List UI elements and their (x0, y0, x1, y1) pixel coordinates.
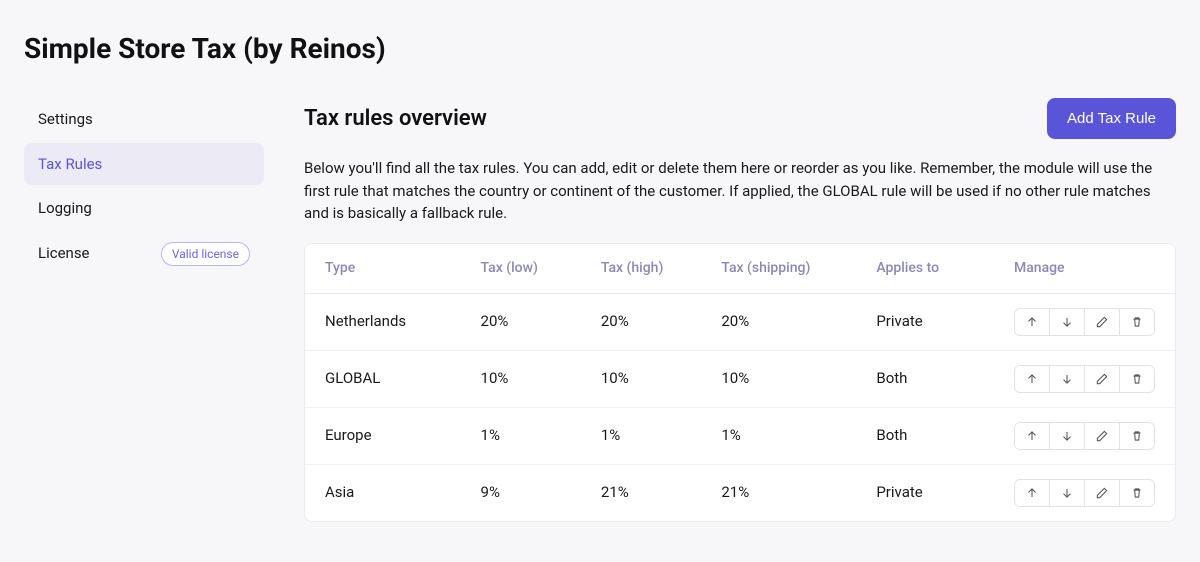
cell-type: Asia (305, 464, 461, 521)
cell-tax-high: 1% (581, 407, 701, 464)
section-title: Tax rules overview (304, 102, 487, 135)
cell-tax-shipping: 20% (701, 293, 856, 350)
cell-applies-to: Both (856, 407, 994, 464)
cell-manage (994, 464, 1175, 521)
cell-tax-shipping: 1% (701, 407, 856, 464)
arrow-up-icon (1025, 486, 1039, 500)
cell-applies-to: Private (856, 293, 994, 350)
table-row: Netherlands20%20%20%Private (305, 293, 1175, 350)
move-down-button[interactable] (1050, 423, 1085, 449)
arrow-up-icon (1025, 429, 1039, 443)
arrow-up-icon (1025, 315, 1039, 329)
cell-manage (994, 293, 1175, 350)
edit-button[interactable] (1085, 423, 1120, 449)
column-header-manage: Manage (994, 244, 1175, 294)
column-header-applies-to: Applies to (856, 244, 994, 294)
trash-icon (1130, 486, 1144, 500)
trash-icon (1130, 429, 1144, 443)
move-down-button[interactable] (1050, 366, 1085, 392)
edit-icon (1095, 429, 1109, 443)
cell-tax-low: 20% (461, 293, 581, 350)
move-up-button[interactable] (1015, 366, 1050, 392)
edit-button[interactable] (1085, 366, 1120, 392)
arrow-down-icon (1060, 429, 1074, 443)
move-down-button[interactable] (1050, 480, 1085, 506)
trash-icon (1130, 315, 1144, 329)
edit-icon (1095, 486, 1109, 500)
section-description: Below you'll find all the tax rules. You… (304, 157, 1164, 225)
cell-tax-high: 21% (581, 464, 701, 521)
tax-rules-table: Type Tax (low) Tax (high) Tax (shipping)… (304, 243, 1176, 522)
cell-applies-to: Both (856, 350, 994, 407)
edit-icon (1095, 372, 1109, 386)
manage-button-group (1014, 308, 1155, 336)
edit-button[interactable] (1085, 480, 1120, 506)
delete-button[interactable] (1120, 480, 1154, 506)
cell-applies-to: Private (856, 464, 994, 521)
cell-manage (994, 350, 1175, 407)
table-row: GLOBAL10%10%10%Both (305, 350, 1175, 407)
cell-type: Europe (305, 407, 461, 464)
move-up-button[interactable] (1015, 423, 1050, 449)
manage-button-group (1014, 479, 1155, 507)
cell-type: Netherlands (305, 293, 461, 350)
arrow-down-icon (1060, 372, 1074, 386)
sidebar-item-settings[interactable]: Settings (24, 98, 264, 141)
edit-button[interactable] (1085, 309, 1120, 335)
move-down-button[interactable] (1050, 309, 1085, 335)
cell-tax-shipping: 21% (701, 464, 856, 521)
sidebar: Settings Tax Rules Logging License Valid… (24, 98, 264, 278)
sidebar-item-license[interactable]: License Valid license (24, 232, 264, 276)
trash-icon (1130, 372, 1144, 386)
delete-button[interactable] (1120, 309, 1154, 335)
move-up-button[interactable] (1015, 480, 1050, 506)
sidebar-item-label: Tax Rules (38, 153, 102, 176)
column-header-type: Type (305, 244, 461, 294)
main-content: Tax rules overview Add Tax Rule Below yo… (304, 98, 1176, 522)
arrow-up-icon (1025, 372, 1039, 386)
table-row: Asia9%21%21%Private (305, 464, 1175, 521)
delete-button[interactable] (1120, 366, 1154, 392)
cell-tax-low: 10% (461, 350, 581, 407)
arrow-down-icon (1060, 486, 1074, 500)
manage-button-group (1014, 422, 1155, 450)
page-title: Simple Store Tax (by Reinos) (24, 28, 1176, 70)
cell-tax-high: 20% (581, 293, 701, 350)
move-up-button[interactable] (1015, 309, 1050, 335)
arrow-down-icon (1060, 315, 1074, 329)
column-header-tax-shipping: Tax (shipping) (701, 244, 856, 294)
column-header-tax-low: Tax (low) (461, 244, 581, 294)
sidebar-item-label: Logging (38, 197, 92, 220)
cell-tax-low: 9% (461, 464, 581, 521)
cell-tax-high: 10% (581, 350, 701, 407)
sidebar-item-label: Settings (38, 108, 93, 131)
table-row: Europe1%1%1%Both (305, 407, 1175, 464)
sidebar-item-label: License (38, 242, 90, 265)
manage-button-group (1014, 365, 1155, 393)
cell-manage (994, 407, 1175, 464)
sidebar-item-tax-rules[interactable]: Tax Rules (24, 143, 264, 186)
delete-button[interactable] (1120, 423, 1154, 449)
cell-tax-shipping: 10% (701, 350, 856, 407)
cell-type: GLOBAL (305, 350, 461, 407)
license-status-badge: Valid license (161, 242, 250, 266)
add-tax-rule-button[interactable]: Add Tax Rule (1047, 98, 1176, 139)
edit-icon (1095, 315, 1109, 329)
sidebar-item-logging[interactable]: Logging (24, 187, 264, 230)
column-header-tax-high: Tax (high) (581, 244, 701, 294)
cell-tax-low: 1% (461, 407, 581, 464)
